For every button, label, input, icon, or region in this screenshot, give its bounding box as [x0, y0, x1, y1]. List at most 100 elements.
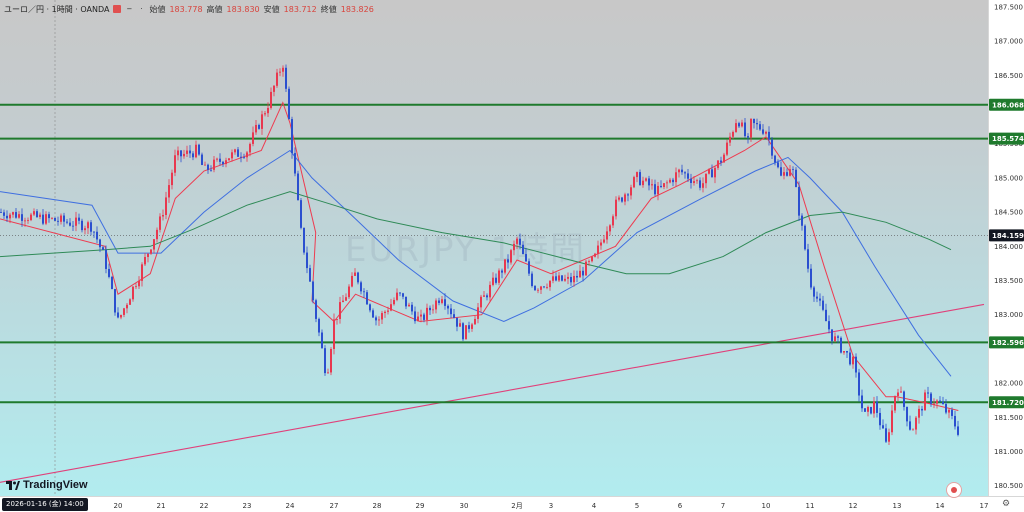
time-axis[interactable] [0, 496, 1024, 512]
time-tick-label: 28 [373, 502, 382, 510]
candle-body [264, 113, 266, 115]
candle-body [42, 214, 44, 224]
candle-body [888, 432, 890, 442]
tradingview-brand-text: TradingView [23, 479, 88, 491]
candle-body [204, 164, 206, 166]
candle-body [897, 392, 899, 396]
candle-body [732, 131, 734, 137]
moving-average-2[interactable] [0, 149, 952, 377]
tradingview-logo-icon [6, 480, 20, 490]
price-tick-label: 187.500 [994, 3, 1023, 11]
candle-body [21, 214, 23, 221]
candle-body [765, 131, 767, 134]
horizontal-line-badge [989, 132, 1024, 145]
candle-body [528, 261, 530, 274]
candle-body [261, 114, 263, 129]
price-axis[interactable] [988, 0, 1024, 496]
candle-body [633, 177, 635, 188]
plot-area[interactable] [0, 0, 988, 496]
candle-body [648, 178, 650, 186]
candle-body [459, 323, 461, 327]
tradingview-logo[interactable]: TradingView [6, 479, 88, 491]
candle-body [399, 292, 401, 294]
candle-body [60, 215, 62, 222]
candle-body [81, 220, 83, 231]
candle-body [612, 216, 614, 226]
candle-body [603, 239, 605, 243]
candle-body [840, 337, 842, 353]
candle-body [951, 409, 953, 416]
candle-body [0, 212, 2, 213]
candle-body [606, 231, 608, 240]
candle-body [75, 217, 77, 226]
candle-body [78, 217, 80, 221]
candle-body [366, 292, 368, 305]
candle-body [252, 132, 254, 144]
candle-body [933, 403, 935, 405]
candle-body [177, 150, 179, 156]
symbol-title[interactable]: ユーロ／円 · 1時間 · OANDA [4, 4, 110, 14]
support-trendline[interactable] [0, 303, 985, 483]
candle-body [813, 287, 815, 297]
candle-body [279, 71, 281, 73]
time-tick-label: 24 [286, 502, 295, 510]
candle-body [216, 158, 218, 160]
candle-body [291, 119, 293, 154]
candle-body [747, 136, 749, 138]
current-price-label: 184.159 [992, 232, 1024, 240]
time-tick-label: 21 [157, 502, 166, 510]
candle-body [489, 284, 491, 298]
candle-body [873, 401, 875, 414]
minus-icon[interactable]: − [126, 5, 133, 13]
candle-body [834, 336, 836, 342]
candle-body [87, 222, 89, 229]
open-value: 183.778 [169, 4, 203, 14]
gear-icon[interactable]: ⚙ [1002, 499, 1011, 509]
candle-body [369, 304, 371, 311]
candle-body [561, 275, 563, 281]
candle-body [870, 406, 872, 414]
candle-body [555, 276, 557, 281]
time-tick-label: 13 [893, 502, 902, 510]
candle-body [597, 245, 599, 254]
time-tick-label: 23 [243, 502, 252, 510]
candle-body [423, 314, 425, 320]
candle-body [153, 239, 155, 250]
candle-body [717, 160, 719, 168]
candle-body [270, 91, 272, 108]
candle-body [186, 150, 188, 154]
candle-body [240, 156, 242, 158]
low-label: 安値 [263, 4, 280, 14]
candle-body [819, 298, 821, 301]
candle-body [684, 172, 686, 174]
price-tick-label: 182.000 [994, 380, 1023, 388]
candle-body [753, 118, 755, 124]
candle-body [72, 225, 74, 227]
moving-average-1[interactable] [0, 101, 959, 411]
plus-icon[interactable]: · [140, 5, 143, 13]
candle-body [723, 154, 725, 163]
candle-body [699, 180, 701, 188]
candle-body [129, 299, 131, 305]
candle-body [390, 304, 392, 311]
candle-body [858, 372, 860, 396]
candle-body [624, 194, 626, 202]
candle-body [576, 275, 578, 278]
candle-body [297, 173, 299, 201]
candle-body [9, 214, 11, 219]
horizontal-line-badge [989, 336, 1024, 349]
candle-body [477, 307, 479, 319]
close-value: 183.826 [340, 4, 374, 14]
candle-body [63, 215, 65, 222]
candle-body [567, 276, 569, 279]
candle-body [381, 313, 383, 320]
candle-body [942, 401, 944, 405]
alert-button[interactable] [946, 482, 962, 498]
candle-body [474, 318, 476, 325]
candle-body [192, 153, 194, 158]
time-tick-label: 4 [592, 502, 597, 510]
price-tick-label: 187.000 [994, 38, 1023, 46]
candle-body [534, 286, 536, 291]
candle-body [480, 296, 482, 308]
